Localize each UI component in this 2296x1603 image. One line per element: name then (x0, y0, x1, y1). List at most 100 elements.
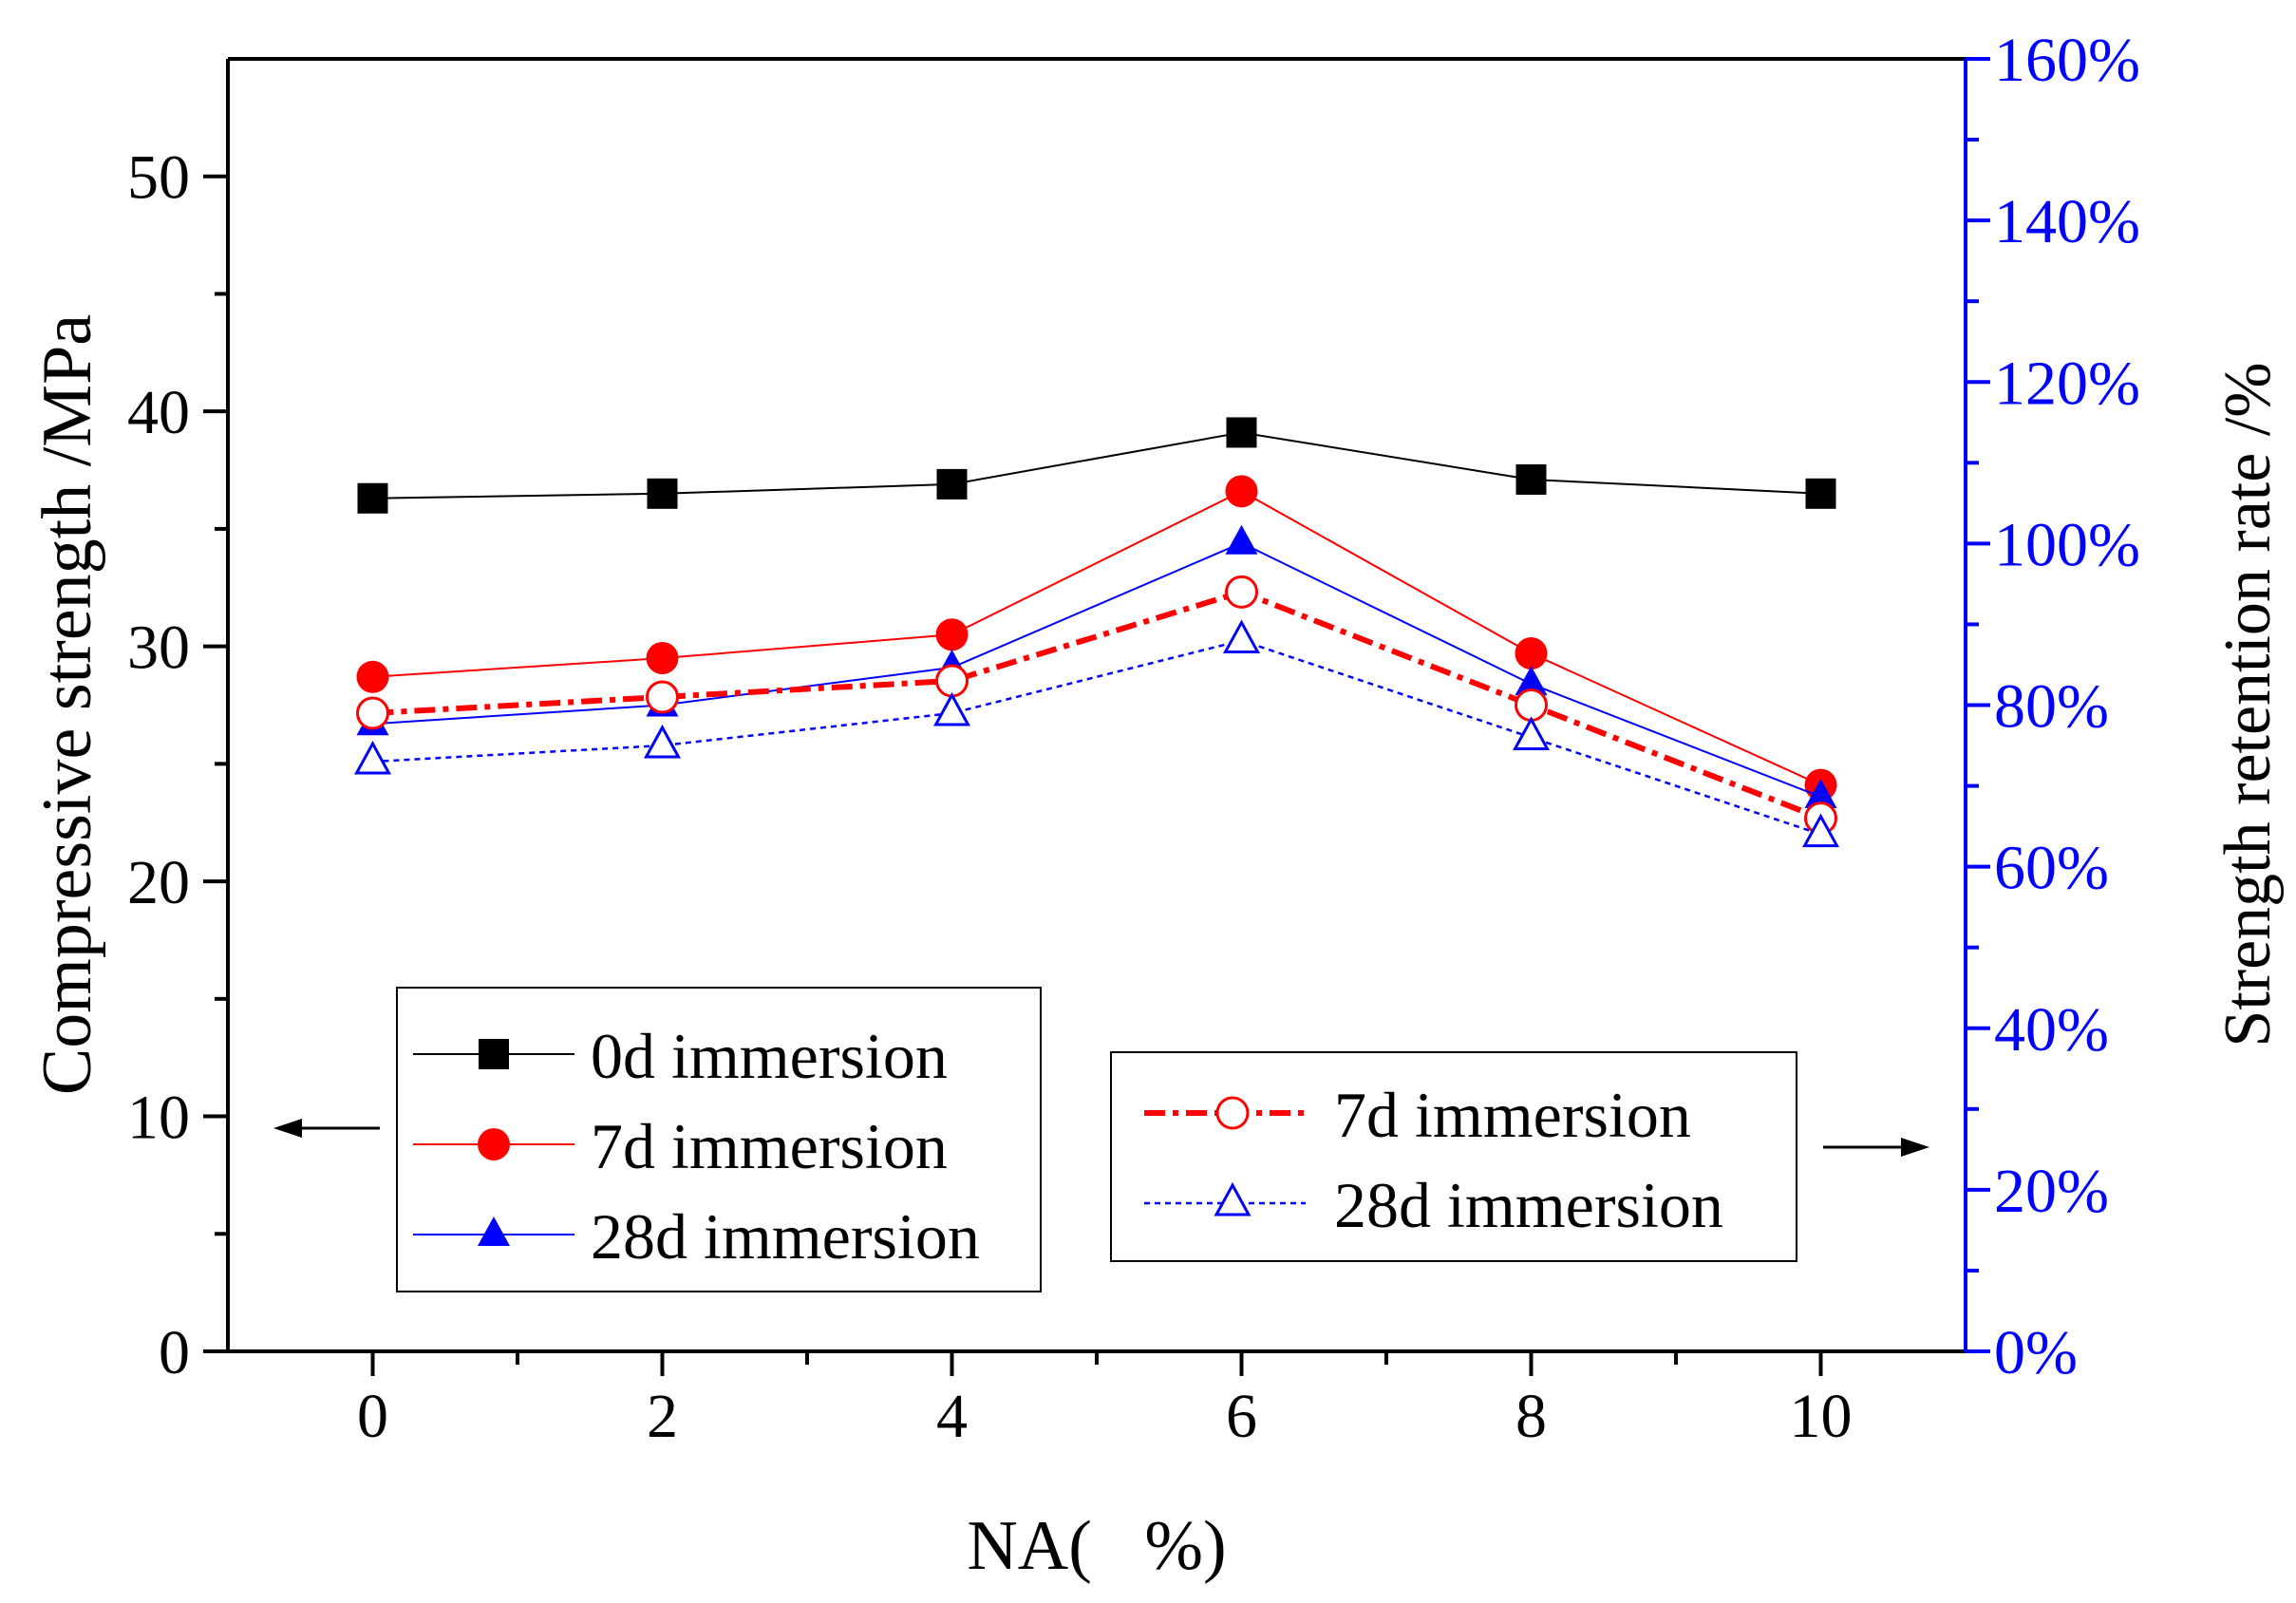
x-tick-label: 6 (1226, 1382, 1257, 1451)
legend-marker-shape (1215, 1096, 1250, 1130)
y-right-tick-label: 80% (1994, 672, 2109, 742)
legend-marker-shape (478, 1216, 510, 1246)
y-left-tick-label: 40 (127, 378, 190, 447)
y-right-tick-label: 140% (1994, 187, 2140, 256)
legend-label: 28d immersion (591, 1200, 980, 1273)
series-line (372, 490, 1821, 786)
data-point (1801, 813, 1840, 848)
x-tick-label: 8 (1515, 1382, 1547, 1451)
legend-marker (1214, 1181, 1252, 1216)
data-point (1515, 463, 1547, 495)
y-left-tick-label: 50 (127, 143, 190, 213)
y-axis-right-title: Strength retention rate /% (2211, 362, 2285, 1047)
legend-label: 7d immersion (1334, 1079, 1691, 1151)
data-point (356, 660, 389, 693)
y-right-tick-label: 20% (1994, 1157, 2109, 1226)
x-tick-label: 10 (1790, 1382, 1853, 1451)
series-line (372, 431, 1821, 500)
data-point (935, 664, 969, 698)
legend-marker-shape (1214, 1181, 1252, 1216)
y-right-tick-label: 120% (1994, 349, 2140, 418)
legend-marker (478, 1216, 510, 1246)
x-tick-label: 4 (936, 1382, 968, 1451)
data-point (932, 691, 971, 726)
y-right-tick-label: 60% (1994, 834, 2109, 903)
data-point-shape (1515, 688, 1548, 722)
data-point-shape (935, 664, 969, 698)
data-point-shape (646, 642, 679, 675)
data-point-shape (356, 660, 389, 693)
legend-label: 7d immersion (591, 1110, 948, 1182)
data-point (647, 478, 678, 509)
y-right-tick-label: 160% (1994, 26, 2140, 95)
series-line (372, 541, 1821, 798)
data-point-shape (936, 468, 968, 500)
data-point-shape (1515, 463, 1547, 495)
series-line (372, 589, 1822, 821)
legend-right: 7d immersion 28d immersion (1110, 1051, 1797, 1262)
data-point-shape (1512, 716, 1551, 751)
data-point (1226, 417, 1257, 448)
data-point (1225, 475, 1258, 508)
y-left-tick-label: 10 (127, 1084, 190, 1153)
data-point (1804, 779, 1837, 809)
data-point-shape (1225, 524, 1258, 555)
x-axis-title: NA( %) (967, 1507, 1226, 1585)
data-point-shape (1225, 575, 1258, 609)
data-point-shape (1225, 475, 1258, 508)
data-point (1225, 575, 1258, 609)
data-point (646, 642, 679, 675)
data-point-shape (357, 482, 388, 514)
y-axis-left-title: Compressive strength /MPa (28, 314, 106, 1095)
legend-marker-shape (479, 1039, 509, 1069)
data-point (357, 482, 388, 514)
y-right-tick-label: 40% (1994, 995, 2109, 1065)
data-point (356, 696, 389, 730)
data-point-shape (1226, 417, 1257, 448)
y-left-tick-label: 30 (127, 613, 190, 683)
legend-label: 28d immersion (1334, 1169, 1723, 1241)
data-point (1515, 666, 1548, 696)
data-point-shape (356, 696, 389, 730)
series-4 (353, 619, 1840, 848)
x-tick-label: 2 (647, 1382, 678, 1451)
series-0 (357, 417, 1836, 514)
data-point (935, 618, 969, 651)
legend-right-box (1110, 1051, 1797, 1262)
y-right-tick-label: 100% (1994, 510, 2140, 579)
legend-marker (478, 1128, 510, 1160)
data-point-shape (1222, 619, 1261, 653)
data-point-shape (1804, 779, 1837, 809)
data-point (1515, 688, 1548, 722)
left-arrow-icon (273, 1119, 302, 1138)
y-right-tick-label: 0% (1994, 1318, 2078, 1387)
legend-marker-shape (478, 1128, 510, 1160)
series-line (372, 639, 1821, 836)
legend-left: 0d immersion 7d immersion 28d immersion (396, 987, 1042, 1292)
axes: 0 2 4 6 8 10 0 10 20 30 40 50 0% 20% 40% 60% 80% 100% 120%… (28, 26, 2285, 1585)
y-left-tick-label: 20 (127, 848, 190, 917)
data-point-shape (643, 724, 682, 759)
data-point-shape (1515, 666, 1548, 696)
x-tick-label: 0 (357, 1382, 388, 1451)
right-arrow-icon (1901, 1138, 1929, 1157)
series-layer (353, 417, 1840, 848)
data-point-shape (935, 618, 969, 651)
data-point (643, 724, 682, 759)
data-point-shape (1801, 813, 1840, 848)
legend-marker (1215, 1096, 1250, 1130)
data-point-shape (646, 680, 679, 714)
y-left-tick-label: 0 (159, 1318, 190, 1387)
data-point-shape (1515, 637, 1548, 670)
data-point-shape (647, 478, 678, 509)
data-point (1515, 637, 1548, 670)
data-point (646, 680, 679, 714)
data-point-shape (932, 691, 971, 726)
data-point-shape (353, 740, 392, 775)
data-point (1225, 524, 1258, 555)
data-point (353, 740, 392, 775)
legend-marker (479, 1039, 509, 1069)
